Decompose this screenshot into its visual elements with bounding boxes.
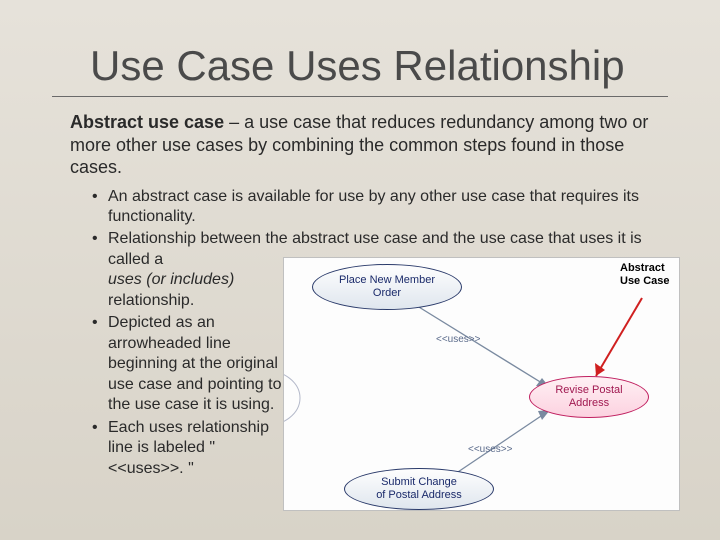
bullet-1: An abstract case is available for use by… [92, 187, 662, 228]
diagram: Place New MemberOrder Revise PostalAddre… [283, 257, 680, 511]
oval-bottom: Submit Changeof Postal Address [344, 468, 494, 510]
bullet-2b: relationship. [108, 292, 194, 309]
lead-bold: Abstract use case [70, 112, 224, 132]
bullet-2-italic: uses (or includes) [108, 271, 234, 288]
bullet-4-text: Each uses relationship line is labeled "… [108, 418, 288, 479]
uses-label-2: <<uses>> [468, 444, 512, 455]
annotation-label: AbstractUse Case [620, 262, 670, 287]
bullet-3-text: Depicted as an arrowheaded line beginnin… [108, 313, 288, 415]
slide-title: Use Case Uses Relationship [0, 0, 720, 96]
oval-top: Place New MemberOrder [312, 264, 462, 310]
lead-paragraph: Abstract use case – a use case that redu… [70, 111, 662, 179]
uses-label-1: <<uses>> [436, 334, 480, 345]
oval-right: Revise PostalAddress [529, 376, 649, 418]
